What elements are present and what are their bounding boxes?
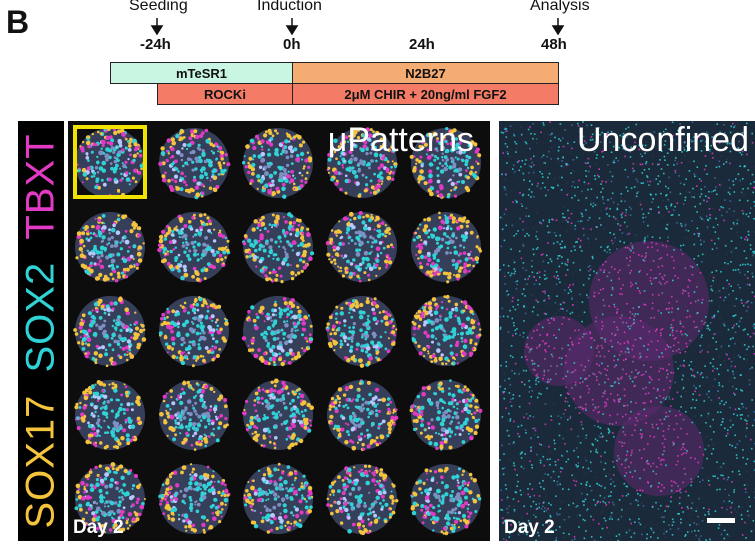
bar-rocki: ROCKi: [157, 83, 293, 105]
event-seeding-label: Seeding: [129, 0, 188, 14]
colony: [241, 378, 314, 450]
highlight-box: [73, 125, 147, 199]
colony: [410, 464, 482, 536]
colony: [325, 296, 398, 368]
event-arrows: [150, 18, 565, 36]
tick-48h: 48h: [541, 36, 567, 53]
colony: [74, 380, 145, 450]
colony: [158, 296, 229, 368]
colony: [327, 379, 399, 452]
panel-letter: B: [6, 4, 30, 40]
colony: [74, 462, 146, 534]
colony: [73, 296, 147, 368]
colony: [159, 380, 229, 451]
stain-legend: SOX17 SOX2 TBXT: [18, 121, 64, 541]
bar-chir-fgf2: 2μM CHIR + 20ng/ml FGF2: [292, 83, 559, 105]
colony: [242, 128, 313, 199]
bar-n2b27: N2B27: [292, 62, 559, 84]
unconfined-texture: [499, 121, 755, 541]
timeline: Seeding Induction Analysis -24h 0h 24h 4…: [0, 0, 755, 110]
colony: [411, 294, 482, 366]
micropattern-grid: [73, 127, 483, 536]
colony: [74, 127, 145, 198]
colony: [158, 128, 231, 200]
unconfined-title: Unconfined: [576, 121, 749, 159]
colony: [325, 211, 397, 283]
colony: [411, 211, 482, 284]
event-analysis-label: Analysis: [530, 0, 590, 14]
scale-bar: [707, 518, 735, 523]
colony: [409, 127, 482, 199]
stain-legend-text: SOX17 SOX2 TBXT: [19, 133, 64, 528]
tick-24h: 24h: [409, 36, 435, 53]
colony: [242, 212, 315, 284]
stain-sox2-label: SOX2: [18, 261, 63, 373]
micropatterns-day-label: Day 2: [73, 517, 124, 538]
tick-minus24h: -24h: [140, 36, 171, 53]
unconfined-panel: Unconfined Day 2: [499, 121, 755, 541]
colony: [409, 379, 483, 451]
colony: [75, 212, 145, 283]
colony: [326, 127, 398, 198]
stain-tbxt-label: TBXT: [18, 133, 63, 240]
unconfined-day-label: Day 2: [504, 517, 555, 538]
colony: [157, 212, 231, 283]
micropatterns-panel: μPatterns Day 2: [68, 121, 490, 541]
colony: [158, 463, 231, 534]
event-induction-label: Induction: [257, 0, 322, 14]
tick-0h: 0h: [283, 36, 301, 53]
colony: [243, 462, 314, 534]
stain-sox17-label: SOX17: [18, 394, 63, 529]
colony: [326, 464, 399, 536]
colony: [241, 296, 314, 367]
micropatterns-title: μPatterns: [327, 121, 474, 159]
bar-mtesr1: mTeSR1: [110, 62, 293, 84]
